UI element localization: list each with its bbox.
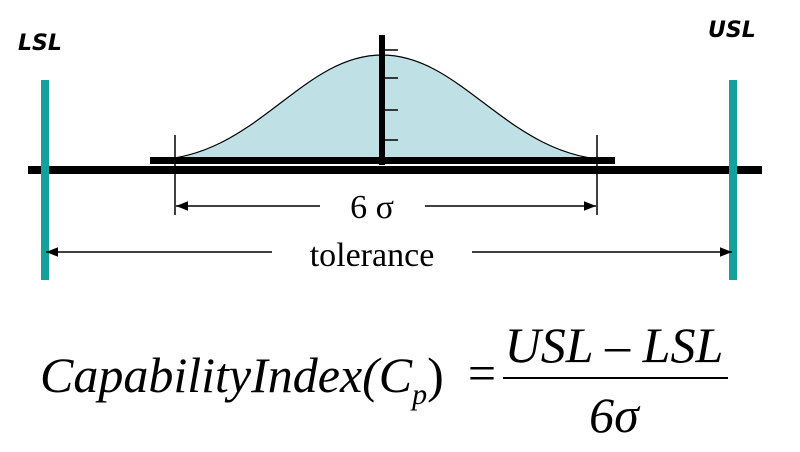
formula-paren: )	[427, 347, 444, 403]
formula-denominator: 6σ	[589, 387, 641, 443]
center-line	[379, 35, 385, 165]
center-ticks	[385, 49, 398, 141]
formula-term: CapabilityIndex(C	[40, 347, 413, 403]
lsl-label: LSL	[18, 31, 62, 56]
usl-label: USL	[708, 18, 756, 43]
spread-label: 6 σ	[350, 189, 394, 226]
formula-subscript: p	[410, 378, 427, 411]
formula-equals: =	[468, 345, 496, 401]
formula-left: CapabilityIndex(Cp)	[40, 347, 444, 411]
tolerance-label: tolerance	[310, 237, 435, 274]
usl-bar	[729, 80, 737, 280]
axis-line	[28, 166, 762, 174]
lsl-bar	[41, 80, 49, 280]
formula-numerator: USL – LSL	[505, 317, 724, 373]
